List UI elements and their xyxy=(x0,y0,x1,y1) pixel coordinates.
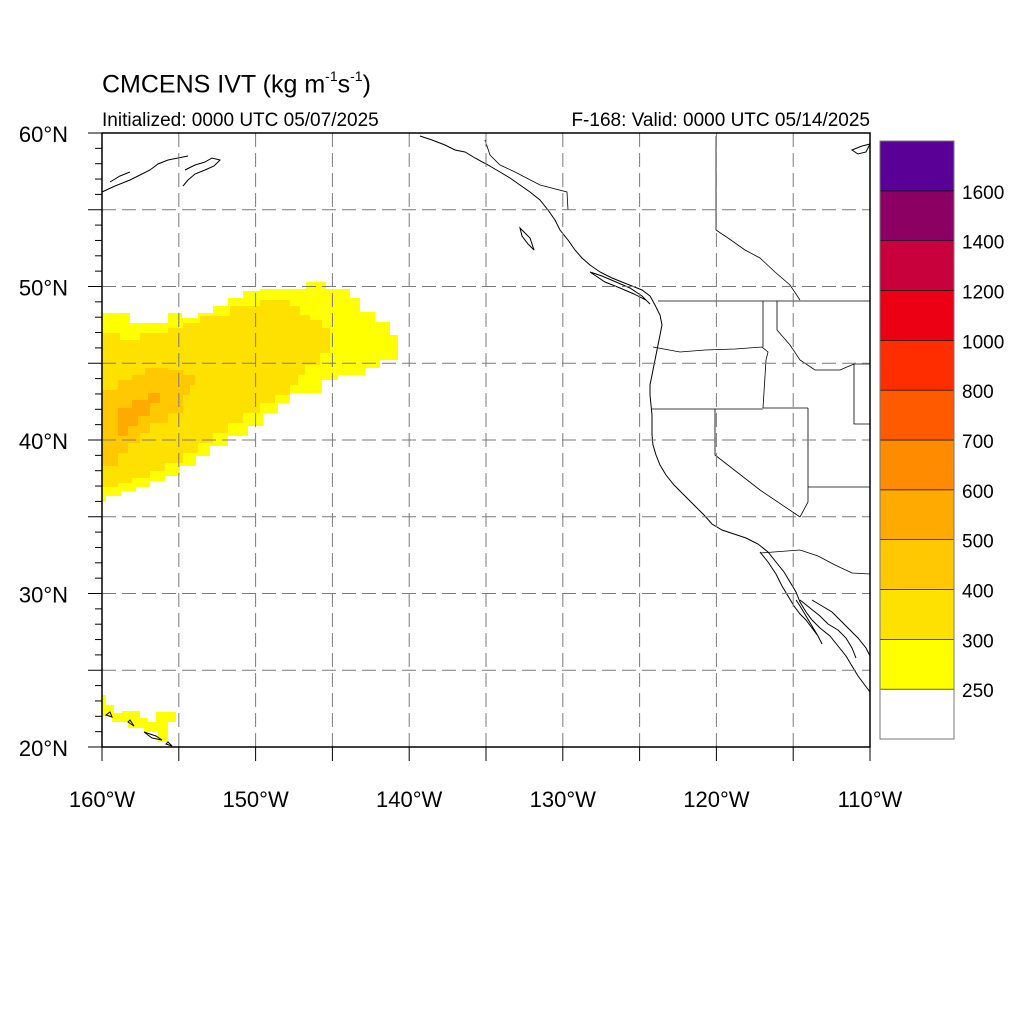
valid-time-label: F-168: Valid: 0000 UTC 05/14/2025 xyxy=(571,110,870,131)
ivt-region-400-2 xyxy=(102,368,195,466)
coastline-alaska-gulf xyxy=(419,135,871,693)
colorbar-label: 400 xyxy=(962,582,994,603)
border-wa-or xyxy=(652,346,769,409)
lon-label: 160°W xyxy=(69,787,136,812)
lat-label: 40°N xyxy=(19,429,68,454)
colorbar-label: 1000 xyxy=(962,332,1004,353)
border-bc-alberta xyxy=(715,136,801,301)
ivt-region-300-1 xyxy=(102,300,330,487)
lon-label: 130°W xyxy=(530,787,597,812)
ivt-shading-layer xyxy=(102,282,398,742)
coastline-gulf-of-california xyxy=(799,599,857,659)
coastline-sonora xyxy=(811,599,871,657)
coastline-alaska-southwest xyxy=(101,155,189,193)
border-alaska-canada xyxy=(484,139,569,211)
coastline-vancouver-island xyxy=(589,271,651,305)
colorbar-label: 1400 xyxy=(962,233,1004,254)
lon-label: 110°W xyxy=(838,787,903,812)
map-frame xyxy=(101,132,871,748)
colorbar-box xyxy=(879,688,955,740)
coastline-queen-charlotte xyxy=(519,226,535,251)
colorbar-box xyxy=(879,539,955,590)
colorbar-frame xyxy=(879,140,955,740)
colorbar-label: 500 xyxy=(962,532,994,553)
lon-label: 120°W xyxy=(683,787,750,812)
axis-tick-marks xyxy=(88,132,871,761)
ivt-region-500-3 xyxy=(118,393,160,436)
colorbar-label: 700 xyxy=(962,432,994,453)
lat-label: 30°N xyxy=(19,583,68,608)
colorbar-box xyxy=(879,639,955,690)
map-title: CMCENS IVT (kg m-1s-1) xyxy=(102,68,371,99)
colorbar-label: 1600 xyxy=(962,183,1004,204)
colorbar-box xyxy=(879,439,955,491)
border-mt xyxy=(776,301,855,371)
colorbar-label: 600 xyxy=(962,482,994,503)
coastline-kodiak xyxy=(109,171,131,183)
coastline-hawaii xyxy=(104,711,173,747)
political-borders-layer xyxy=(484,136,871,575)
colorbar-label: 800 xyxy=(962,382,994,403)
colorbar-box xyxy=(879,340,955,391)
axis-labels: 60°N 50°N 40°N 30°N 20°N 160°W 150°W 140°W 130°W… xyxy=(19,122,903,812)
coastline-baja xyxy=(759,551,823,645)
lat-label: 60°N xyxy=(19,122,68,147)
colorbar-box xyxy=(879,240,955,291)
lat-label: 50°N xyxy=(19,276,68,301)
lat-label: 20°N xyxy=(19,736,68,761)
colorbar-box xyxy=(879,190,955,241)
border-wy xyxy=(853,363,870,425)
colorbar-box xyxy=(879,589,955,640)
colorbar-label: 300 xyxy=(962,631,994,652)
border-nv-ut xyxy=(799,408,809,518)
lon-label: 140°W xyxy=(376,787,443,812)
colorbar-label: 250 xyxy=(962,681,994,702)
graticule-grid xyxy=(102,133,870,747)
colorbar-box xyxy=(879,290,955,341)
colorbar-label: 1200 xyxy=(962,283,1004,304)
colorbar-box xyxy=(879,389,955,441)
border-us-mexico xyxy=(759,549,871,575)
lon-label: 150°W xyxy=(222,787,289,812)
colorbar-box xyxy=(879,140,955,192)
ivt-region-250-4 xyxy=(102,695,176,742)
colorbar-box xyxy=(879,489,955,540)
ivt-colorbar: 250 300 400 500 600 700 800 1000 1200 1400 1600 xyxy=(879,140,1004,740)
coastline-hudson xyxy=(850,143,871,155)
coastline-kenai xyxy=(182,157,221,187)
coastline-layer xyxy=(101,135,871,747)
initialized-time-label: Initialized: 0000 UTC 05/07/2025 xyxy=(102,110,379,131)
border-id xyxy=(762,301,808,409)
border-ca-nv xyxy=(714,409,801,518)
